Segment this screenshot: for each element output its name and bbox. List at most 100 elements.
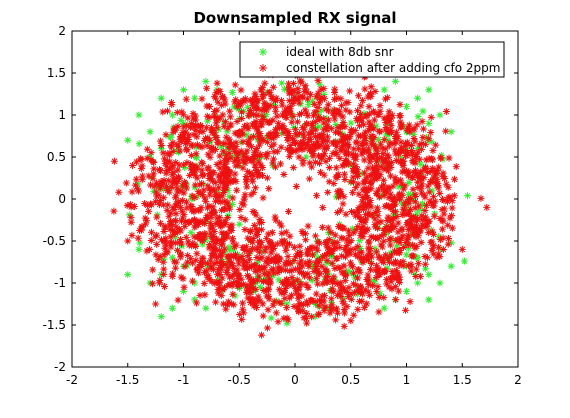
- red-point: [240, 309, 248, 317]
- red-point: [349, 280, 357, 288]
- red-point: [384, 113, 392, 121]
- red-point: [222, 230, 230, 238]
- red-point: [165, 212, 173, 220]
- red-point: [160, 155, 168, 163]
- red-point: [206, 191, 214, 199]
- red-point: [137, 165, 145, 173]
- red-point: [283, 314, 291, 322]
- red-point: [274, 318, 282, 326]
- red-point: [201, 232, 209, 240]
- red-point: [319, 253, 327, 261]
- green-point: [460, 257, 468, 265]
- red-point: [270, 258, 278, 266]
- green-point: [425, 86, 433, 94]
- red-point: [310, 267, 318, 275]
- red-point: [344, 140, 352, 148]
- red-point: [277, 160, 285, 168]
- red-point: [400, 185, 408, 193]
- red-point: [218, 274, 226, 282]
- red-point: [305, 130, 313, 138]
- red-point: [307, 127, 315, 135]
- red-point: [209, 266, 217, 274]
- red-point: [163, 248, 171, 256]
- red-point: [209, 234, 217, 242]
- red-point: [325, 164, 333, 172]
- red-point: [310, 100, 318, 108]
- red-point: [290, 243, 298, 251]
- red-point: [207, 229, 215, 237]
- red-point: [374, 218, 382, 226]
- red-point: [340, 193, 348, 201]
- red-point: [312, 244, 320, 252]
- red-point: [211, 129, 219, 137]
- red-point: [411, 204, 419, 212]
- red-point: [151, 182, 159, 190]
- red-point: [238, 253, 246, 261]
- red-point: [423, 201, 431, 209]
- red-point: [287, 260, 295, 268]
- red-point: [381, 95, 389, 103]
- red-point: [278, 240, 286, 248]
- red-point: [186, 171, 194, 179]
- green-point: [414, 145, 422, 153]
- red-point: [179, 161, 187, 169]
- red-point: [283, 304, 291, 312]
- red-point: [251, 90, 259, 98]
- red-point: [248, 143, 256, 151]
- red-point: [374, 207, 382, 215]
- red-point: [225, 149, 233, 157]
- red-point: [361, 286, 369, 294]
- green-point: [257, 284, 265, 292]
- red-point: [126, 201, 134, 209]
- red-point: [339, 297, 347, 305]
- red-point: [283, 276, 291, 284]
- red-point: [372, 274, 380, 282]
- red-point: [205, 102, 213, 110]
- red-point: [162, 241, 170, 249]
- red-point: [233, 103, 241, 111]
- red-point: [278, 237, 286, 245]
- red-point: [230, 243, 238, 251]
- red-point: [344, 249, 352, 257]
- red-point: [268, 241, 276, 249]
- red-point: [361, 128, 369, 136]
- red-point: [345, 150, 353, 158]
- red-point: [358, 297, 366, 305]
- red-point: [143, 201, 151, 209]
- red-point: [156, 181, 164, 189]
- green-point: [223, 260, 231, 268]
- green-point: [146, 128, 154, 136]
- red-point: [382, 119, 390, 127]
- red-point: [373, 288, 381, 296]
- red-point: [331, 231, 339, 239]
- red-point: [414, 178, 422, 186]
- red-point: [223, 165, 231, 173]
- red-point: [411, 226, 419, 234]
- red-point: [314, 267, 322, 275]
- red-point: [273, 112, 281, 120]
- red-point: [409, 157, 417, 165]
- red-point: [240, 201, 248, 209]
- red-point: [340, 268, 348, 276]
- red-point: [276, 219, 284, 227]
- red-point: [193, 299, 201, 307]
- green-point: [403, 103, 410, 111]
- red-point: [439, 169, 447, 177]
- red-point: [301, 230, 309, 238]
- red-point: [339, 141, 347, 149]
- red-point: [217, 222, 225, 230]
- red-point: [359, 193, 367, 201]
- green-point: [380, 304, 388, 312]
- red-point: [336, 290, 344, 298]
- red-point: [452, 163, 460, 171]
- red-point: [215, 280, 223, 288]
- red-point: [250, 296, 258, 304]
- green-point: [436, 279, 444, 287]
- red-point: [317, 96, 325, 104]
- red-point: [284, 279, 292, 287]
- red-point: [341, 175, 349, 183]
- red-point: [160, 176, 168, 184]
- red-point: [409, 241, 417, 249]
- red-point: [301, 88, 309, 96]
- red-point: [209, 237, 217, 245]
